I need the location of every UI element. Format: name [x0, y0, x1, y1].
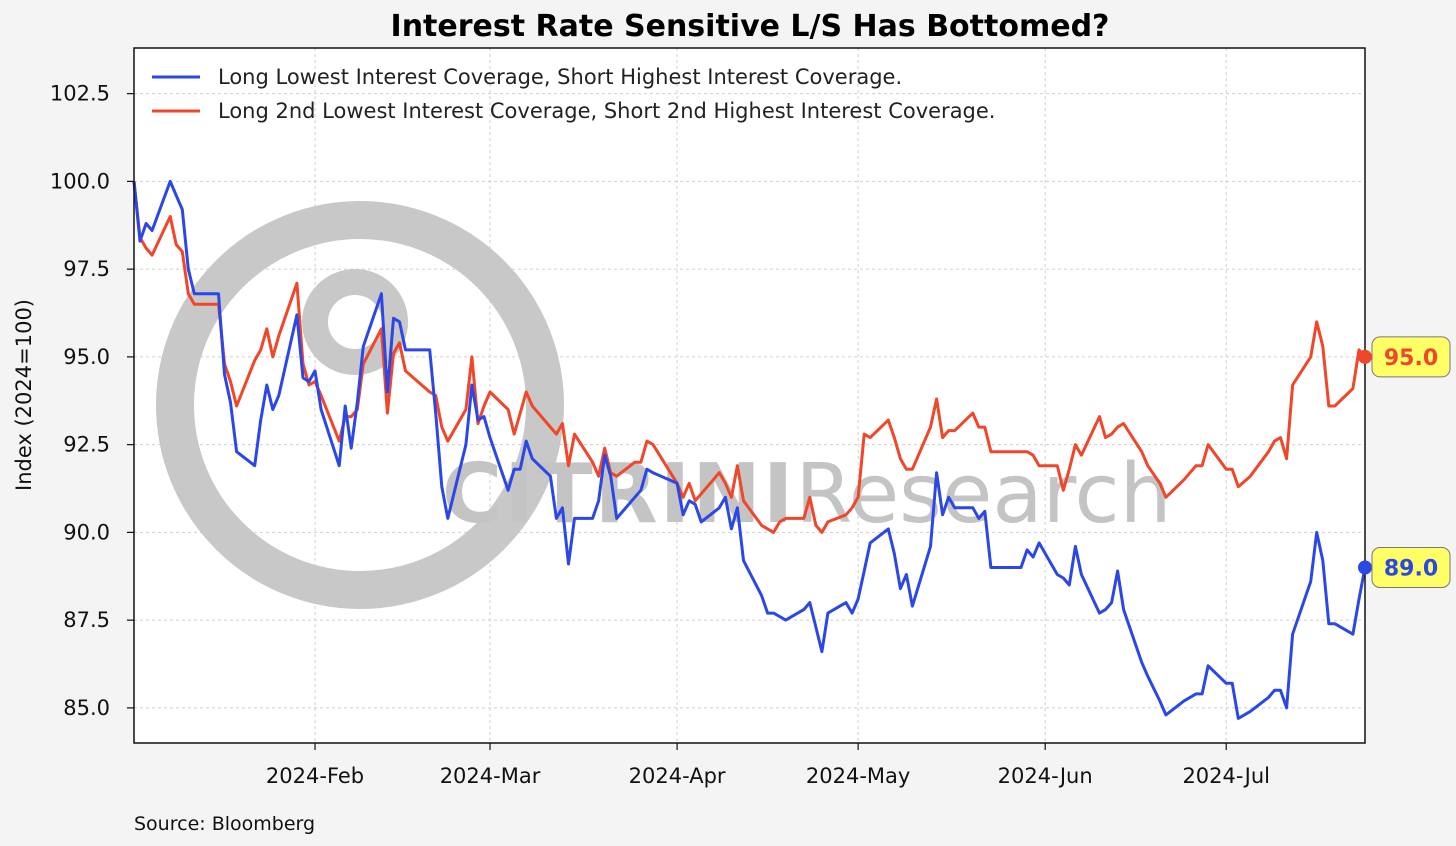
watermark-ring: [156, 201, 564, 609]
end-value-label: 95.0: [1384, 346, 1438, 371]
series-line: [132, 179, 1367, 720]
watermark-inner-ring: [302, 269, 408, 375]
legend-entry: Long 2nd Lowest Interest Coverage, Short…: [218, 99, 995, 123]
plot-area: [134, 48, 1365, 743]
end-value-label: 89.0: [1384, 556, 1438, 581]
y-tick-label: 87.5: [63, 608, 110, 632]
legend-entry: Long Lowest Interest Coverage, Short Hig…: [218, 65, 902, 89]
chart-title: Interest Rate Sensitive L/S Has Bottomed…: [391, 9, 1110, 44]
series-layer: [132, 179, 1367, 720]
y-axis-label: Index (2024=100): [12, 299, 36, 491]
y-tick-label: 85.0: [63, 696, 110, 720]
end-point-marker: [1358, 560, 1372, 575]
y-tick-label: 97.5: [63, 257, 110, 281]
watermark-brand: CITRINI: [442, 447, 795, 542]
x-tick-label: 2024-Feb: [266, 764, 364, 788]
plot-frame: [133, 47, 1366, 744]
x-tick-label: 2024-Jul: [1182, 764, 1270, 788]
watermark-suffix: Research: [795, 447, 1171, 542]
svg-text:CITRINIResearch: CITRINIResearch: [442, 447, 1172, 542]
x-tick-label: 2024-Mar: [440, 764, 541, 788]
y-tick-label: 100.0: [50, 169, 110, 193]
y-tick-label: 102.5: [50, 82, 110, 106]
x-tick-label: 2024-Apr: [629, 764, 726, 788]
end-value-box: [1371, 336, 1451, 378]
y-tick-label: 90.0: [63, 520, 110, 544]
x-tick-label: 2024-Jun: [998, 764, 1093, 788]
source-note: Source: Bloomberg: [134, 813, 315, 835]
x-axis: 2024-Feb 2024-Mar 2024-Apr 2024-May 2024-Jun…: [266, 743, 1270, 788]
end-point-marker: [1358, 349, 1372, 364]
x-tick-label: 2024-May: [806, 764, 910, 788]
y-tick-label: 92.5: [63, 433, 110, 457]
legend: Long Lowest Interest Coverage, Short Hig…: [152, 65, 995, 123]
end-value-box: [1371, 546, 1451, 588]
y-tick-label: 95.0: [63, 345, 110, 369]
y-axis: 85.0 87.5 90.0 92.5 95.0 97.5 100.0 102.5: [50, 82, 134, 720]
end-labels: 89.0 95.0: [1358, 336, 1451, 588]
